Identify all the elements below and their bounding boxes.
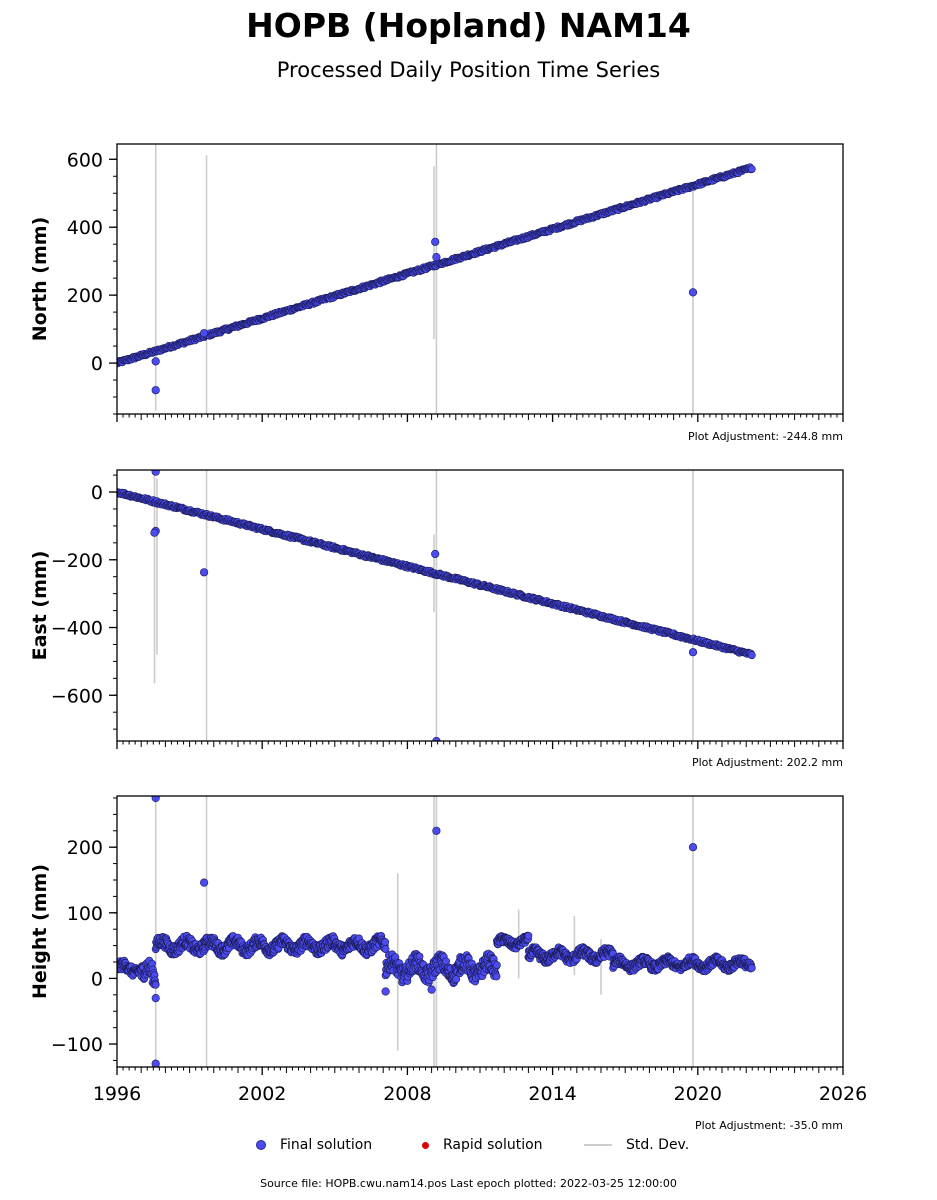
- final-solution-point: [151, 993, 160, 1003]
- final-solution-points: [117, 796, 756, 1067]
- final-solution-marker-icon: [256, 1140, 266, 1150]
- legend-std-label: Std. Dev.: [626, 1137, 690, 1153]
- plot-adjustment-label: Plot Adjustment: 202.2 mm: [692, 756, 843, 769]
- y-tick-label: 200: [67, 285, 103, 307]
- final-solution-point: [381, 938, 390, 946]
- final-solution-point: [200, 329, 209, 338]
- y-tick-label: 400: [67, 217, 103, 239]
- plot-adjustment-label: Plot Adjustment: -35.0 mm: [695, 1119, 843, 1132]
- final-solution-point: [492, 972, 501, 981]
- final-solution-point: [151, 470, 160, 476]
- final-solution-points: [117, 163, 756, 395]
- final-solution-point: [381, 945, 390, 953]
- final-solution-point: [200, 568, 209, 577]
- y-tick-label: −100: [51, 1034, 103, 1056]
- final-solution-point: [151, 1059, 160, 1067]
- legend-final-label: Final solution: [280, 1137, 373, 1153]
- legend-rapid-label: Rapid solution: [443, 1137, 543, 1153]
- std-dev-line-icon: [584, 1144, 612, 1146]
- x-tick-label: 2002: [238, 1083, 286, 1105]
- y-tick-label: 100: [67, 903, 103, 925]
- x-tick-label: 2008: [383, 1083, 431, 1105]
- rapid-solution-marker-icon: [422, 1141, 429, 1149]
- final-solution-point: [432, 253, 441, 262]
- x-tick-label: 1996: [93, 1083, 141, 1105]
- final-solution-point: [688, 288, 698, 297]
- final-solution-point: [492, 961, 501, 969]
- y-tick-label: 0: [91, 968, 103, 990]
- final-solution-point: [150, 528, 159, 537]
- final-solution-point: [151, 357, 160, 366]
- final-solution-point: [747, 651, 756, 660]
- source-footer: Source file: HOPB.cwu.nam14.pos Last epo…: [260, 1177, 677, 1190]
- plot-adjustment-label: Plot Adjustment: -244.8 mm: [688, 430, 843, 443]
- final-solution-point: [431, 237, 440, 246]
- panel-2: 0 −200 −400 −600 East (mm) Plot Adjustment: 2…: [29, 469, 844, 769]
- x-tick-label: 2020: [674, 1083, 722, 1105]
- final-solution-point: [688, 843, 698, 852]
- y-axis-label: North (mm): [29, 217, 51, 342]
- y-tick-label: 0: [91, 353, 103, 375]
- legend-final: Final solution: [256, 1137, 372, 1153]
- final-solution-point: [747, 964, 756, 972]
- chart-subtitle: Processed Daily Position Time Series: [276, 58, 661, 82]
- y-tick-label: 600: [67, 149, 103, 171]
- final-solution-point: [431, 549, 440, 559]
- chart-title: HOPB (Hopland) NAM14: [246, 6, 691, 45]
- final-solution-point: [432, 736, 441, 741]
- y-tick-label: −600: [51, 685, 103, 707]
- final-solution-point: [427, 985, 436, 994]
- y-tick-label: 0: [91, 482, 103, 504]
- plot-area: [117, 796, 756, 1067]
- final-solution-point: [151, 980, 160, 989]
- x-tick-label: 2014: [528, 1083, 576, 1105]
- y-axis-label: Height (mm): [29, 864, 51, 999]
- final-solution-point: [151, 796, 160, 803]
- final-solution-point: [151, 386, 160, 395]
- final-solution-point: [432, 826, 441, 835]
- final-solution-point: [381, 987, 390, 996]
- legend-std: Std. Dev.: [584, 1137, 689, 1153]
- y-tick-label: 200: [67, 837, 103, 859]
- panel-3: −100 0 100 200 1996 2002 2008 2014 2020 2026 Heigh…: [29, 795, 867, 1132]
- y-tick-label: −200: [51, 550, 103, 572]
- plot-area: [117, 470, 756, 741]
- final-solution-points: [117, 470, 756, 741]
- panel-1: 0 200 400 600 North (mm) Plot Adjustment: -24…: [29, 143, 844, 443]
- x-tick-label: 2026: [819, 1083, 867, 1105]
- final-solution-point: [747, 165, 756, 173]
- legend: Final solution Rapid solution Std. Dev.: [0, 1137, 937, 1157]
- panel-frame: [116, 795, 844, 1068]
- y-tick-label: −400: [51, 618, 103, 640]
- panel-frame: [116, 143, 844, 415]
- plot-area: [117, 144, 756, 414]
- final-solution-point: [524, 931, 533, 940]
- final-solution-point: [688, 648, 698, 657]
- legend-rapid: Rapid solution: [422, 1137, 543, 1153]
- final-solution-point: [200, 878, 209, 887]
- panel-frame: [116, 469, 844, 742]
- y-axis-label: East (mm): [29, 551, 51, 661]
